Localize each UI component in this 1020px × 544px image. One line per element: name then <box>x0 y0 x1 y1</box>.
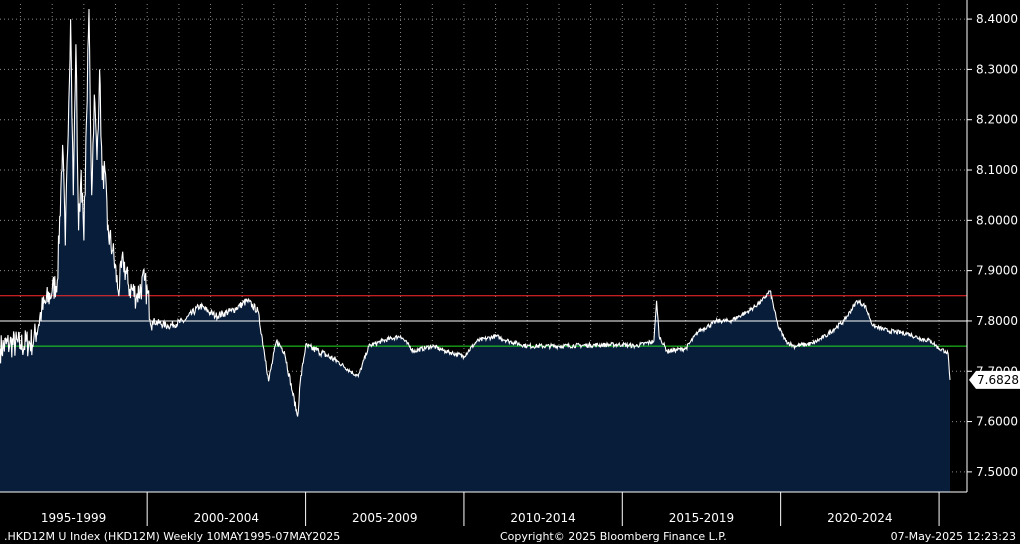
x-category-label: 2000-2004 <box>194 511 259 525</box>
y-tick-label: 7.8000 <box>976 314 1018 328</box>
x-axis: 1995-1999 2000-2004 2005-2009 2010-2014 2015… <box>0 491 967 526</box>
series-area <box>0 9 950 492</box>
y-tick-label: 7.6000 <box>976 415 1018 429</box>
grid <box>0 4 967 492</box>
series-line-group <box>0 8 951 417</box>
footer-timestamp: 07-May-2025 12:23:23 <box>891 530 1016 543</box>
reference-lines <box>0 295 967 347</box>
y-tick-label: 8.2000 <box>976 113 1018 127</box>
series-area-fill <box>0 9 950 492</box>
y-tick-label: 7.9000 <box>976 264 1018 278</box>
last-value-marker: 7.6828 <box>969 370 1020 389</box>
x-category-label: 2015-2019 <box>669 511 734 525</box>
x-category-label: 2005-2009 <box>352 511 417 525</box>
x-category-label: 2020-2024 <box>827 511 892 525</box>
y-tick-label: 8.0000 <box>976 213 1018 227</box>
y-tick-label: 8.4000 <box>976 12 1018 26</box>
y-axis: 8.4000 8.3000 8.2000 8.1000 8.0000 7.9000 7.80… <box>966 0 1018 492</box>
footer-series-info: .HKD12M U Index (HKD12M) Weekly 10MAY199… <box>4 530 340 543</box>
x-category-label: 1995-1999 <box>41 511 106 525</box>
y-tick-label: 7.5000 <box>976 465 1018 479</box>
series-line <box>0 8 951 417</box>
y-tick-label: 8.1000 <box>976 163 1018 177</box>
footer: .HKD12M U Index (HKD12M) Weekly 10MAY199… <box>4 530 1016 543</box>
last-value-tag <box>969 370 1020 389</box>
y-tick-label: 8.3000 <box>976 62 1018 76</box>
last-value-label: 7.6828 <box>977 373 1019 387</box>
x-category-label: 2010-2014 <box>510 511 575 525</box>
footer-copyright: Copyright© 2025 Bloomberg Finance L.P. <box>500 530 727 543</box>
